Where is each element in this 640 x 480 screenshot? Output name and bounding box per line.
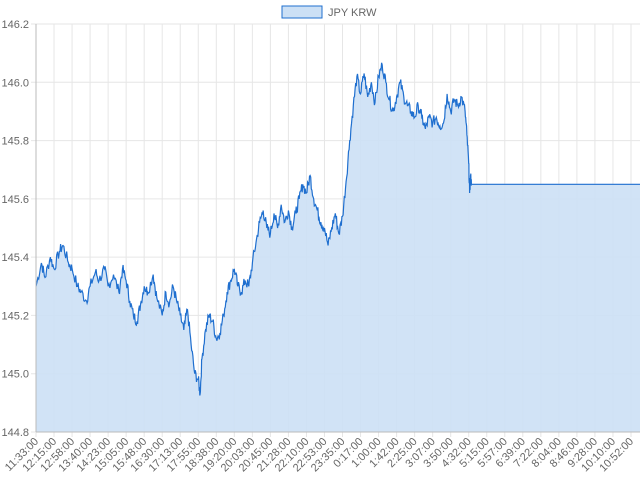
legend-label: JPY KRW	[328, 7, 377, 19]
y-tick-label: 145.6	[1, 194, 29, 206]
y-tick-label: 146.0	[1, 77, 29, 89]
legend: JPY KRW	[281, 5, 377, 19]
y-tick-label: 144.8	[1, 427, 29, 439]
y-tick-label: 145.2	[1, 310, 29, 322]
y-tick-label: 145.8	[1, 136, 29, 148]
y-tick-label: 146.2	[1, 19, 29, 31]
series-line	[35, 62, 640, 396]
series-area-fill	[36, 62, 640, 433]
series-area-layer	[35, 62, 640, 433]
y-tick-label: 145.0	[1, 369, 29, 381]
legend-swatch	[281, 5, 323, 19]
y-tick-label: 145.4	[1, 252, 29, 264]
